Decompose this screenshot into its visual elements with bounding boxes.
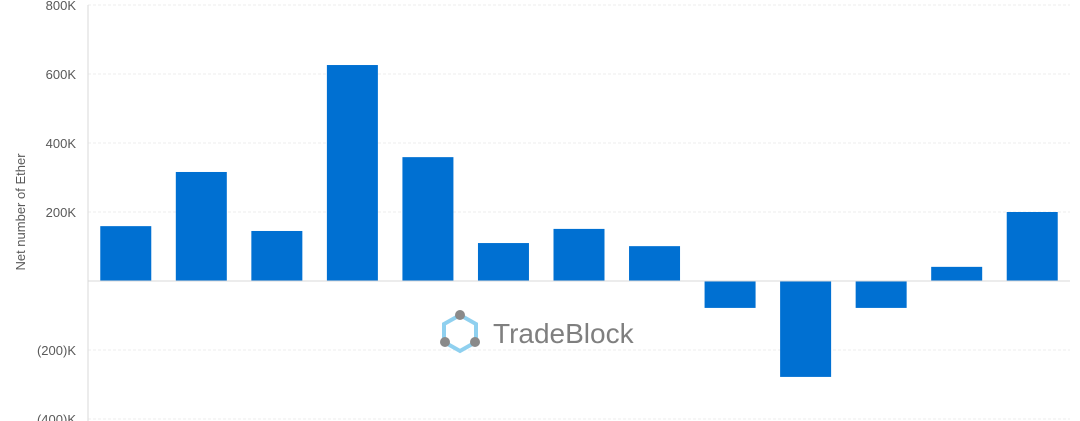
bar-7 (553, 228, 605, 281)
bar-12 (931, 266, 983, 281)
bar-5 (402, 157, 454, 281)
y-tick-label: (400)K (37, 412, 76, 421)
bar-1 (100, 226, 152, 281)
bar-2 (175, 171, 227, 281)
bar-10 (780, 281, 832, 377)
y-tick-label: (200)K (37, 343, 76, 358)
watermark-logo: TradeBlock (440, 310, 635, 354)
bar-3 (251, 230, 303, 281)
bar-9 (704, 281, 756, 308)
watermark-text: TradeBlock (493, 318, 635, 349)
y-axis-label: Net number of Ether (13, 153, 28, 271)
y-tick-label: 800K (46, 0, 77, 13)
bar-8 (629, 246, 681, 281)
y-tick-label: 200K (46, 205, 77, 220)
y-tick-label: 400K (46, 136, 77, 151)
bar-4 (326, 65, 378, 281)
bar-11 (855, 281, 907, 308)
y-tick-label: 600K (46, 67, 77, 82)
y-axis-ticks: 800K 600K 400K 200K (200)K (400)K (37, 0, 76, 421)
bar-6 (477, 243, 529, 281)
bar-13 (1006, 212, 1058, 281)
bars (100, 65, 1058, 377)
gridlines (88, 4, 1070, 420)
hexagon-icon (442, 312, 478, 354)
